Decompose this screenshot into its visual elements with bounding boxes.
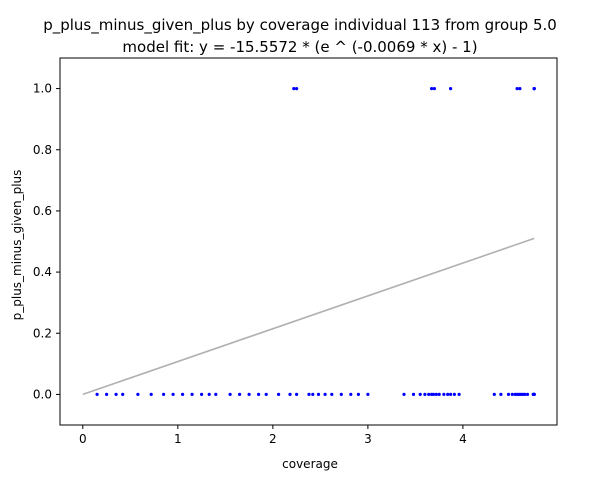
data-point: [423, 392, 427, 396]
data-point: [427, 392, 431, 396]
data-point: [288, 392, 292, 396]
data-point: [295, 392, 299, 396]
data-point: [247, 392, 251, 396]
data-point: [190, 392, 194, 396]
data-point: [449, 392, 453, 396]
data-point: [149, 392, 153, 396]
data-point: [181, 392, 185, 396]
data-point: [402, 392, 406, 396]
data-point: [257, 392, 261, 396]
data-point: [437, 392, 441, 396]
data-point: [418, 392, 422, 396]
data-point: [330, 392, 334, 396]
data-point: [264, 392, 268, 396]
data-point: [349, 392, 353, 396]
data-point: [121, 392, 125, 396]
data-point: [356, 392, 360, 396]
y-tick-label: 1.0: [33, 82, 52, 96]
data-point: [292, 87, 296, 91]
model-fit-line: [82, 237, 535, 396]
y-axis-label: p_plus_minus_given_plus: [10, 170, 24, 321]
data-point: [207, 392, 211, 396]
data-point: [523, 392, 527, 396]
plot-area: [60, 58, 557, 425]
y-tick-label: 0.6: [33, 204, 52, 218]
data-point: [307, 392, 311, 396]
fit-line-layer: [82, 237, 535, 396]
data-point: [136, 392, 140, 396]
y-tick-label: 0.4: [33, 265, 52, 279]
x-tick-label: 4: [459, 432, 467, 446]
data-point: [95, 392, 99, 396]
data-point: [434, 392, 438, 396]
data-point: [238, 392, 242, 396]
data-point: [442, 392, 446, 396]
data-point: [366, 392, 370, 396]
data-point: [214, 392, 218, 396]
chart-subtitle: model fit: y = -15.5572 * (e ^ (-0.0069 …: [122, 38, 477, 56]
data-point: [200, 392, 204, 396]
data-point: [295, 87, 299, 91]
x-axis-ticks: 0 1 2 3 4: [79, 425, 467, 446]
data-point: [446, 392, 450, 396]
data-point: [515, 87, 519, 91]
data-point: [432, 87, 436, 91]
data-point: [339, 392, 343, 396]
data-point: [171, 392, 175, 396]
y-tick-label: 0.0: [33, 387, 52, 401]
data-point: [316, 392, 321, 396]
x-axis-label: coverage: [282, 457, 338, 471]
data-point: [518, 87, 522, 91]
data-point: [228, 392, 232, 396]
chart-title: p_plus_minus_given_plus by coverage indi…: [43, 16, 557, 35]
data-point: [411, 392, 416, 396]
x-tick-label: 3: [364, 432, 372, 446]
y-axis-ticks: 0.0 0.2 0.4 0.6 0.8 1.0: [33, 82, 60, 401]
data-point: [532, 392, 536, 396]
y-tick-label: 0.8: [33, 143, 52, 157]
data-point: [499, 392, 503, 396]
data-point: [452, 392, 456, 396]
data-point: [277, 392, 281, 396]
data-point: [430, 87, 434, 91]
data-point: [431, 392, 436, 396]
data-point: [457, 392, 461, 396]
data-point: [525, 392, 530, 396]
x-tick-label: 2: [269, 432, 277, 446]
data-point: [323, 392, 327, 396]
y-tick-label: 0.2: [33, 326, 52, 340]
data-point: [506, 392, 511, 396]
data-point: [510, 392, 514, 396]
data-points-layer: [95, 87, 536, 396]
data-point: [114, 392, 118, 396]
plot-frame: [59, 57, 558, 426]
x-tick-label: 0: [79, 432, 87, 446]
data-point: [162, 392, 166, 396]
data-point: [449, 87, 453, 91]
data-point: [311, 392, 315, 396]
data-point: [492, 392, 496, 396]
data-point: [532, 87, 536, 91]
x-tick-label: 1: [174, 432, 182, 446]
data-point: [105, 392, 109, 396]
